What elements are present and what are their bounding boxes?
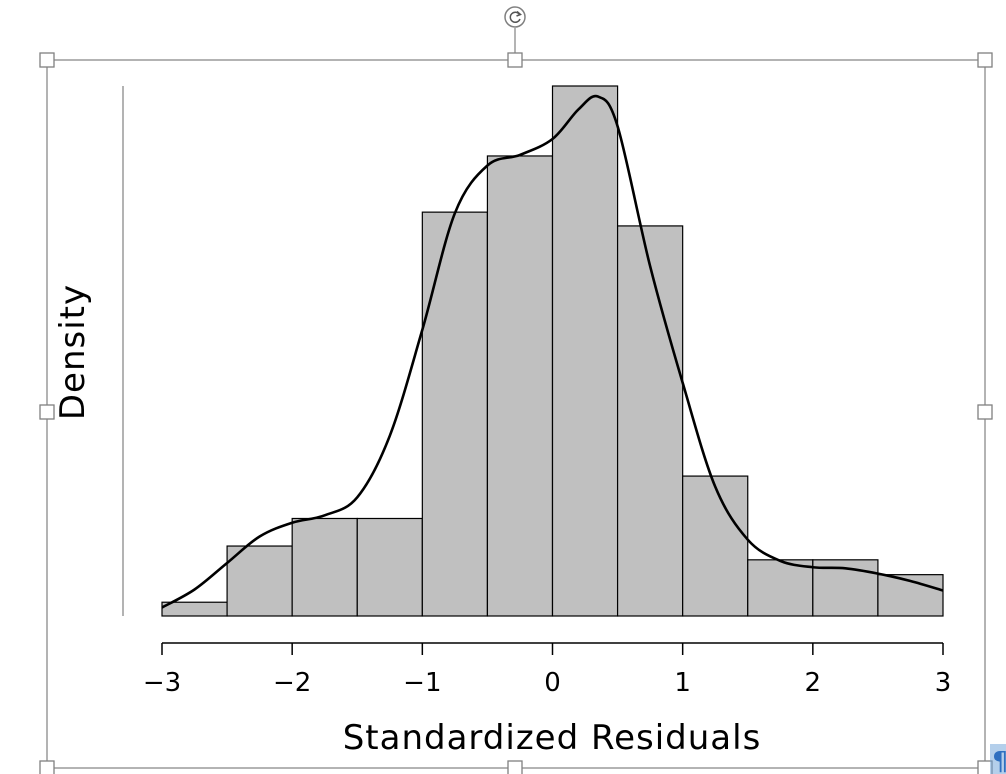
x-axis-title: Standardized Residuals [343, 718, 762, 758]
x-tick-label: −2 [273, 668, 311, 698]
x-tick-label: 1 [674, 668, 691, 698]
histogram-bar-7 [616, 225, 684, 617]
histogram-bar-11 [877, 574, 944, 617]
histogram-bar-5 [486, 155, 554, 617]
x-tick-label: −1 [403, 668, 441, 698]
resize-handle[interactable] [39, 52, 55, 68]
x-tick-label: 2 [805, 668, 822, 698]
resize-handle[interactable] [977, 404, 993, 420]
histogram-bar-3 [356, 517, 423, 617]
histogram-bars [161, 85, 944, 617]
x-tick-label: −3 [143, 668, 181, 698]
histogram-bar-2 [291, 517, 358, 617]
histogram-bar-4 [421, 211, 489, 617]
y-axis-title: Density [53, 284, 93, 420]
x-axis-ticks: −3 −2 −1 0 1 2 3 [143, 643, 951, 698]
resize-handle[interactable] [39, 760, 55, 774]
histogram-bar-8 [682, 475, 749, 617]
resize-handle[interactable] [507, 760, 523, 774]
histogram-bar-6 [551, 85, 619, 617]
resize-handles [39, 52, 993, 774]
rotate-handle-icon[interactable] [504, 6, 526, 28]
resize-handle[interactable] [977, 760, 993, 774]
resize-handle[interactable] [507, 52, 523, 68]
histogram-bar-9 [747, 559, 814, 617]
x-tick-label: 3 [935, 668, 952, 698]
paragraph-mark-icon: ¶ [990, 744, 1006, 774]
x-tick-label: 0 [544, 668, 561, 698]
resize-handle[interactable] [977, 52, 993, 68]
histogram-bar-0 [161, 601, 228, 617]
density-curve [161, 94, 944, 609]
svg-text:¶: ¶ [992, 747, 1006, 774]
histogram-bar-1 [226, 545, 293, 617]
resize-handle[interactable] [39, 404, 55, 420]
